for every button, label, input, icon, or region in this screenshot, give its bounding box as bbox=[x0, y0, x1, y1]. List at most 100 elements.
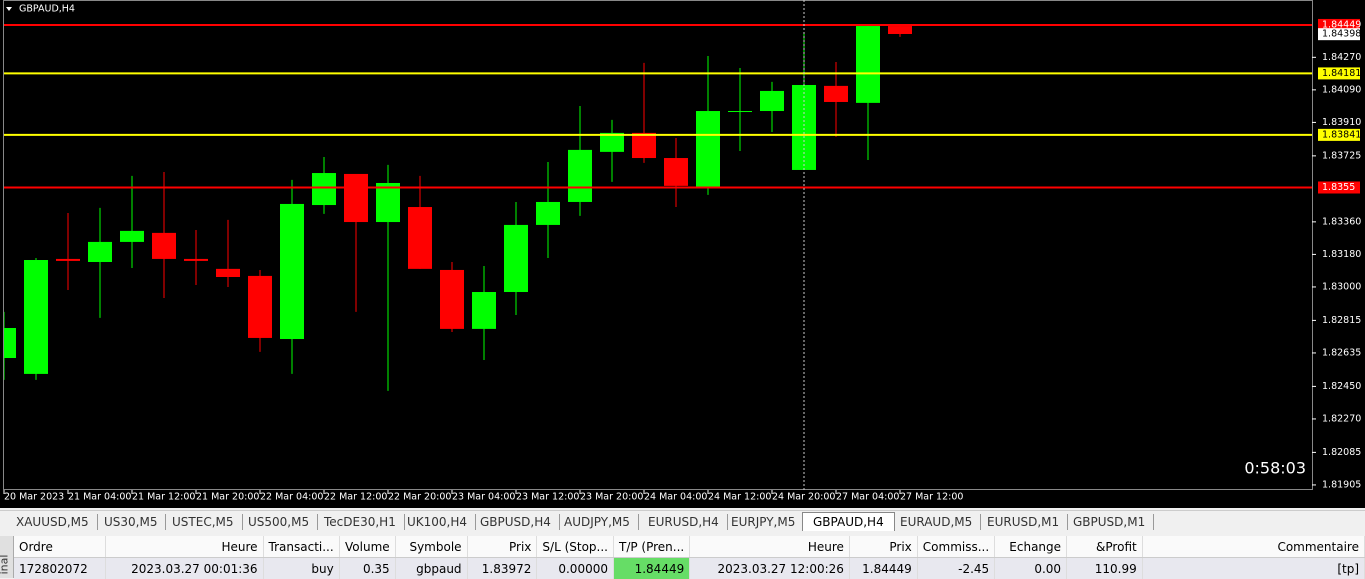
symbol-tab[interactable]: USTEC,M5 bbox=[164, 514, 243, 530]
candle-body bbox=[856, 26, 880, 103]
level-label: 1.8355 bbox=[1322, 182, 1355, 193]
column-header[interactable]: Heure bbox=[690, 536, 850, 558]
x-tick-label: 27 Mar 12:00 bbox=[900, 492, 963, 503]
column-header[interactable]: Transacti... bbox=[263, 536, 339, 558]
symbol-tab[interactable]: EURAUD,M5 bbox=[892, 514, 981, 530]
column-header[interactable]: Volume bbox=[339, 536, 395, 558]
column-header[interactable]: T/P (Pren... bbox=[613, 536, 689, 558]
cell: 0.00000 bbox=[537, 558, 614, 579]
x-tick-label: 22 Mar 12:00 bbox=[324, 492, 387, 503]
cell: 0.00 bbox=[995, 558, 1067, 579]
column-header[interactable]: Commiss... bbox=[917, 536, 994, 558]
cell: buy bbox=[263, 558, 339, 579]
column-header[interactable]: Ordre bbox=[14, 536, 105, 558]
y-tick-label: 1.83180 bbox=[1322, 249, 1361, 260]
candle-body bbox=[344, 174, 368, 222]
candle-body bbox=[184, 259, 208, 261]
y-tick-label: 1.82815 bbox=[1322, 315, 1361, 326]
y-tick-label: 1.82270 bbox=[1322, 413, 1361, 424]
symbol-tab[interactable]: EURJPY,M5 bbox=[723, 514, 804, 530]
candle-body bbox=[152, 233, 176, 259]
y-tick-label: 1.83360 bbox=[1322, 216, 1361, 227]
symbol-tab[interactable]: TecDE30,H1 bbox=[316, 514, 405, 530]
x-tick-label: 22 Mar 04:00 bbox=[260, 492, 323, 503]
x-tick-label: 23 Mar 20:00 bbox=[580, 492, 643, 503]
candle-body bbox=[216, 269, 240, 277]
candle-body bbox=[408, 207, 432, 269]
chart-bg bbox=[0, 0, 1365, 508]
column-header[interactable]: Heure bbox=[105, 536, 263, 558]
symbol-tab[interactable]: AUDJPY,M5 bbox=[556, 514, 639, 530]
x-tick-label: 23 Mar 12:00 bbox=[516, 492, 579, 503]
y-tick-label: 1.83725 bbox=[1322, 150, 1361, 161]
column-header[interactable]: Commentaire bbox=[1142, 536, 1364, 558]
candle-body bbox=[632, 133, 656, 158]
x-tick-label: 21 Mar 12:00 bbox=[132, 492, 195, 503]
level-label: 1.84181 bbox=[1322, 68, 1361, 79]
column-header[interactable]: Prix bbox=[467, 536, 537, 558]
cell: 172802072 bbox=[14, 558, 105, 579]
y-tick-label: 1.84090 bbox=[1322, 84, 1361, 95]
candle-body bbox=[120, 231, 144, 242]
y-tick-label: 1.82635 bbox=[1322, 347, 1361, 358]
candle-body bbox=[728, 111, 752, 112]
candle-body bbox=[664, 158, 688, 186]
x-tick-label: 24 Mar 04:00 bbox=[644, 492, 707, 503]
cell: 0.35 bbox=[339, 558, 395, 579]
terminal-side: inal bbox=[0, 536, 14, 578]
column-header[interactable]: Prix bbox=[849, 536, 917, 558]
candle-body bbox=[56, 259, 80, 261]
symbol-tab[interactable]: XAUUSD,M5 bbox=[8, 514, 98, 530]
symbol-tab[interactable]: GBPAUD,H4 bbox=[802, 512, 895, 531]
y-tick-label: 1.82085 bbox=[1322, 447, 1361, 458]
level-label: 1.83841 bbox=[1322, 129, 1361, 140]
x-tick-label: 24 Mar 20:00 bbox=[772, 492, 835, 503]
candle-body bbox=[376, 183, 400, 222]
candle-body bbox=[88, 242, 112, 262]
candle-body bbox=[824, 86, 848, 102]
cell: 1.84449 bbox=[849, 558, 917, 579]
symbol-tab[interactable]: US30,M5 bbox=[96, 514, 166, 530]
x-tick-label: 22 Mar 20:00 bbox=[388, 492, 451, 503]
column-header[interactable]: Echange bbox=[995, 536, 1067, 558]
symbol-tab[interactable]: EURUSD,H4 bbox=[640, 514, 728, 530]
side-label: inal bbox=[0, 555, 10, 575]
column-header[interactable]: S/L (Stop... bbox=[537, 536, 614, 558]
y-tick-label: 1.81905 bbox=[1322, 479, 1361, 490]
cell: 110.99 bbox=[1067, 558, 1143, 579]
cell: [tp] bbox=[1142, 558, 1364, 579]
candle-body bbox=[280, 204, 304, 339]
cell: -2.45 bbox=[917, 558, 994, 579]
column-header[interactable]: Symbole bbox=[395, 536, 467, 558]
y-tick-label: 1.83910 bbox=[1322, 117, 1361, 128]
x-tick-label: 23 Mar 04:00 bbox=[452, 492, 515, 503]
y-tick-label: 1.83000 bbox=[1322, 281, 1361, 292]
candle-body bbox=[24, 260, 48, 374]
x-tick-label: 21 Mar 20:00 bbox=[196, 492, 259, 503]
candle-body bbox=[888, 26, 912, 34]
y-tick-label: 1.82450 bbox=[1322, 381, 1361, 392]
candle-body bbox=[440, 270, 464, 329]
symbol-tab[interactable]: EURUSD,M1 bbox=[979, 514, 1068, 530]
symbol-tab[interactable]: UK100,H4 bbox=[399, 514, 476, 530]
cell: 2023.03.27 00:01:36 bbox=[105, 558, 263, 579]
symbol-tab[interactable]: US500,M5 bbox=[240, 514, 318, 530]
x-tick-label: 20 Mar 2023 bbox=[4, 492, 64, 503]
candle-body bbox=[248, 276, 272, 338]
cell: gbpaud bbox=[395, 558, 467, 579]
chart: GBPAUD,H4 0:58:03 1.842701.840901.839101… bbox=[0, 0, 1365, 508]
candle-body bbox=[312, 173, 336, 205]
candle-body bbox=[696, 111, 720, 187]
symbol-tab[interactable]: GBPUSD,H4 bbox=[472, 514, 560, 530]
x-tick-label: 24 Mar 12:00 bbox=[708, 492, 771, 503]
cell: 1.83972 bbox=[467, 558, 537, 579]
x-tick-label: 21 Mar 04:00 bbox=[68, 492, 131, 503]
y-tick-label: 1.84270 bbox=[1322, 52, 1361, 63]
symbol-tab[interactable]: GBPUSD,M1 bbox=[1065, 514, 1154, 530]
column-header[interactable]: &Profit bbox=[1067, 536, 1143, 558]
cell: 2023.03.27 12:00:26 bbox=[690, 558, 850, 579]
